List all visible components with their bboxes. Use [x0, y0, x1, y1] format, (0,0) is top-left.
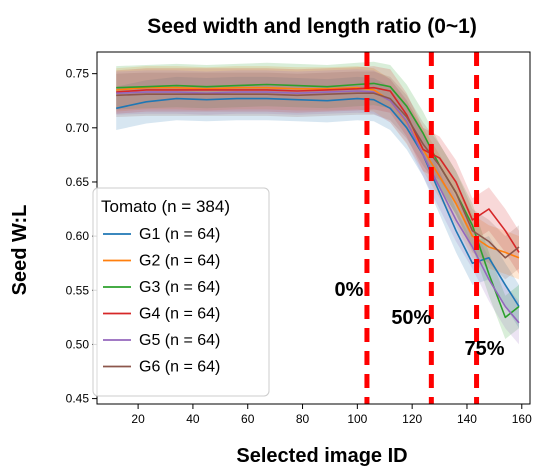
y-tick-label-5: 0.65 [66, 175, 90, 189]
series-line-2 [116, 86, 520, 259]
x-tick-label-2: 40 [186, 412, 200, 426]
legend-entry-1: G1 (n = 64) [139, 226, 220, 243]
threshold-label-3: 75% [465, 338, 505, 360]
legend: Tomato (n = 384) G1 (n = 64) G2 (n = 64) G3… [92, 187, 270, 397]
y-tick-label-1: 0.45 [66, 392, 90, 406]
series-line-5 [116, 90, 520, 324]
legend-box [92, 187, 270, 397]
y-tick-label-4: 0.60 [66, 229, 90, 243]
legend-entry-5: G5 (n = 64) [139, 332, 220, 349]
series-line-4 [116, 86, 520, 253]
legend-entry-6: G6 (n = 64) [139, 359, 220, 376]
series-line-1 [116, 97, 520, 307]
band-3 [116, 61, 519, 339]
x-axis-label: Selected image ID [236, 445, 407, 467]
band-6 [116, 71, 519, 280]
threshold-label-2: 50% [391, 307, 431, 329]
y-tick-label-6: 0.70 [66, 121, 90, 135]
series-lines [116, 82, 520, 324]
threshold-lines: 0% 50% 75% [334, 52, 505, 404]
y-axis-label: Seed W:L [9, 205, 31, 296]
threshold-label-1: 0% [334, 279, 363, 301]
chart-title: Seed width and length ratio (0~1) [147, 15, 477, 38]
x-tick-label-6: 120 [402, 412, 422, 426]
x-tick-label-5: 100 [347, 412, 367, 426]
legend-entry-3: G3 (n = 64) [139, 279, 220, 296]
x-tick-label-8: 160 [512, 412, 532, 426]
x-tick-label-4: 80 [296, 412, 310, 426]
x-tick-label-1: 20 [131, 412, 145, 426]
legend-entry-2: G2 (n = 64) [139, 253, 220, 270]
axes: 20 40 60 80 100 120 140 160 0.45 0.50 0.55 0.60 0.65… [66, 51, 532, 426]
y-tick-label-7: 0.75 [66, 67, 90, 81]
series-line-3 [116, 82, 520, 319]
series-line-6 [116, 92, 520, 259]
band-4 [116, 66, 519, 274]
y-tick-label-3: 0.55 [66, 283, 90, 297]
y-tick-label-2: 0.50 [66, 337, 90, 351]
x-tick-label-3: 60 [241, 412, 255, 426]
legend-entry-4: G4 (n = 64) [139, 306, 220, 323]
x-tick-label-7: 140 [457, 412, 477, 426]
legend-title: Tomato (n = 384) [101, 197, 230, 216]
